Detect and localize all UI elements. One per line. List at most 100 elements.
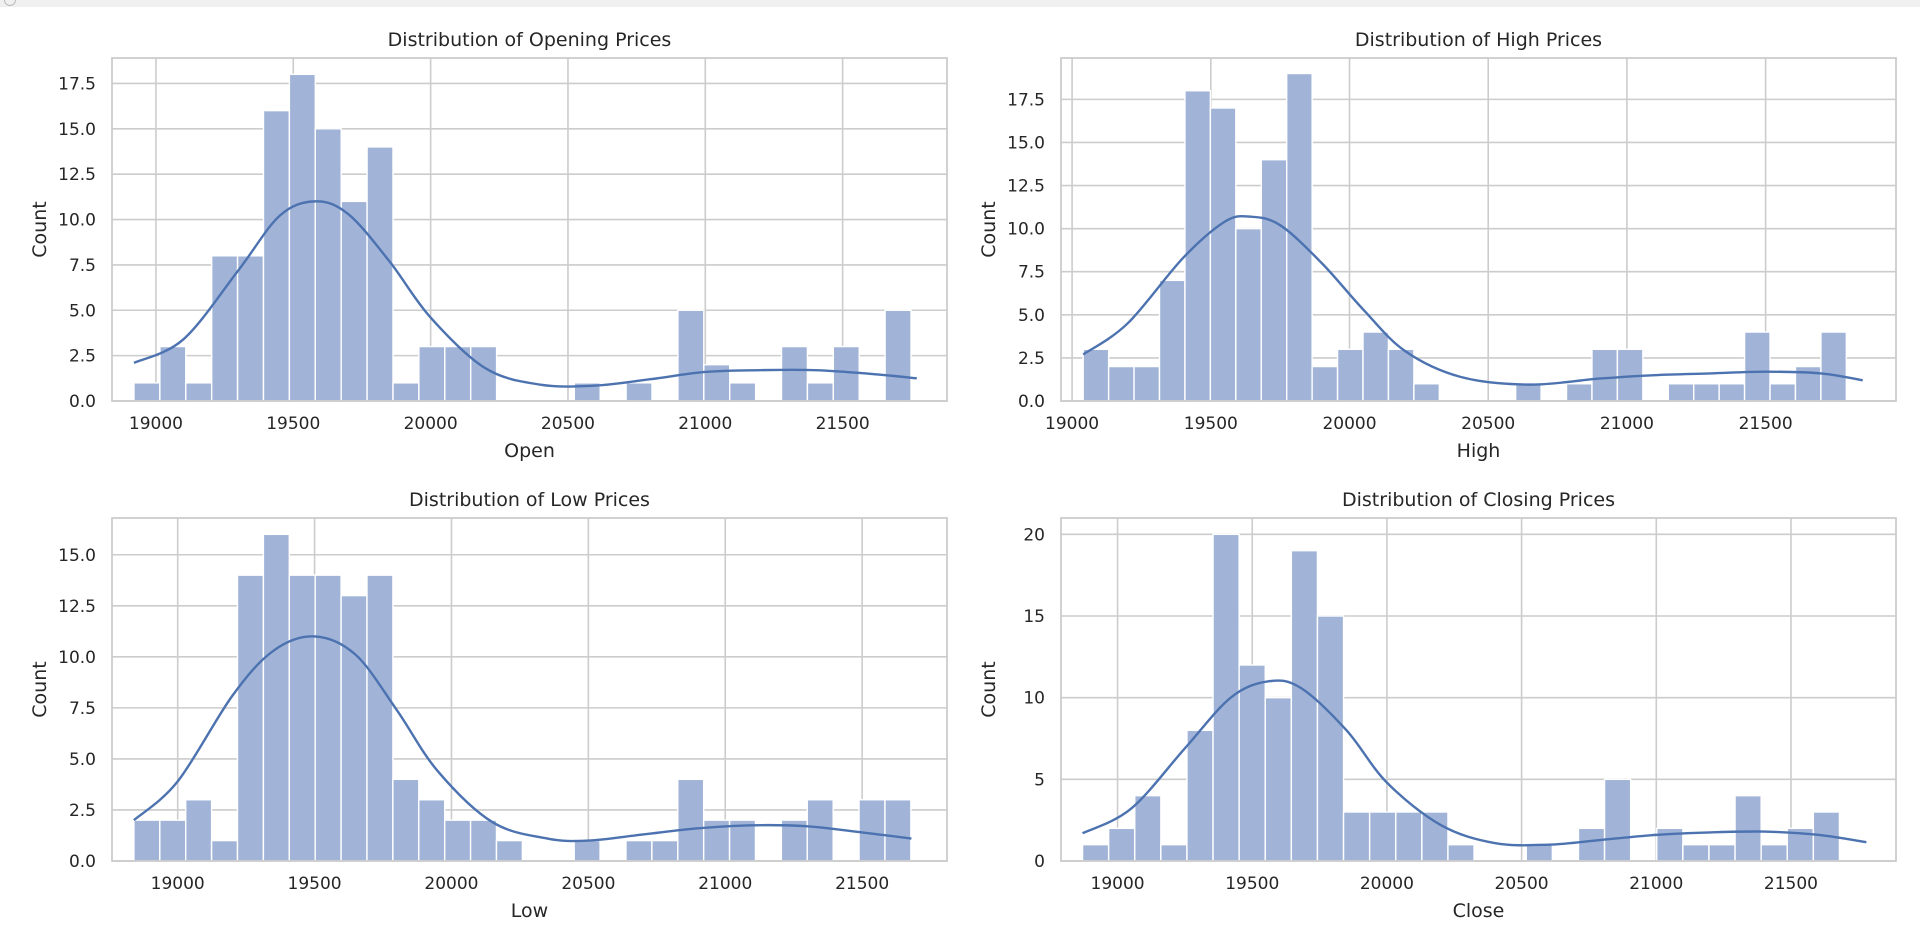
x-tick-label: 20000 bbox=[404, 414, 458, 434]
x-tick-label: 21000 bbox=[678, 414, 732, 434]
y-tick-label: 12.5 bbox=[58, 165, 96, 185]
histogram-bar bbox=[1682, 843, 1710, 862]
histogram-bar bbox=[133, 382, 161, 402]
histogram-bar bbox=[1708, 843, 1736, 862]
histogram-bar bbox=[1311, 365, 1339, 402]
histogram-bar bbox=[729, 382, 757, 402]
kde-line bbox=[1082, 679, 1867, 847]
x-tick-label: 19000 bbox=[129, 414, 183, 434]
histogram-bar bbox=[1718, 383, 1746, 402]
x-tick-label: 21500 bbox=[816, 414, 870, 434]
histogram-bar bbox=[1514, 383, 1542, 402]
histogram-bar bbox=[1395, 811, 1423, 862]
histogram-bar bbox=[288, 574, 316, 862]
histogram-bar bbox=[1743, 331, 1771, 402]
histogram-bar bbox=[1082, 348, 1110, 402]
y-tick-label: 7.5 bbox=[69, 699, 96, 719]
x-tick-label: 20000 bbox=[1360, 874, 1414, 894]
x-axis-label: Open bbox=[504, 440, 555, 462]
y-tick-label: 15.0 bbox=[58, 546, 96, 566]
y-tick-label: 7.5 bbox=[1018, 263, 1045, 283]
histogram-bar bbox=[1290, 549, 1319, 862]
histogram-bar bbox=[262, 109, 291, 402]
histogram-bar bbox=[469, 345, 498, 402]
x-tick-label: 20000 bbox=[424, 874, 478, 894]
histogram-bar bbox=[288, 73, 316, 402]
histogram-bar bbox=[340, 594, 368, 862]
histogram-bar bbox=[1238, 664, 1266, 862]
histogram-bar bbox=[340, 200, 368, 402]
histogram-bar bbox=[1342, 811, 1371, 862]
histogram-bar bbox=[210, 255, 239, 402]
y-axis-label: Count bbox=[29, 661, 51, 717]
histogram-bar bbox=[314, 128, 342, 402]
y-tick-label: 17.5 bbox=[58, 74, 96, 94]
histogram-bar bbox=[1421, 811, 1449, 862]
histogram-bar bbox=[1134, 794, 1162, 862]
histogram-bar bbox=[392, 778, 420, 862]
histogram-bar bbox=[806, 382, 835, 402]
histogram-bar bbox=[159, 819, 187, 862]
y-tick-label: 5.0 bbox=[1018, 306, 1045, 326]
y-tick-label: 12.5 bbox=[1007, 177, 1045, 197]
x-tick-label: 19500 bbox=[1225, 874, 1279, 894]
histogram-bar bbox=[262, 533, 290, 862]
histogram-bar bbox=[884, 309, 912, 402]
x-axis-label: Close bbox=[1453, 900, 1505, 922]
histogram-bar bbox=[1591, 348, 1619, 402]
histogram-bar bbox=[418, 345, 446, 402]
histogram-bar bbox=[1820, 331, 1848, 402]
x-tick-label: 20000 bbox=[1322, 414, 1376, 434]
y-tick-label: 2.5 bbox=[69, 347, 96, 367]
kde-line bbox=[1082, 214, 1863, 386]
x-tick-label: 19500 bbox=[288, 874, 342, 894]
kde-line bbox=[133, 200, 917, 388]
histogram-bar bbox=[728, 819, 757, 862]
histogram-bar bbox=[884, 799, 912, 862]
histogram-bar bbox=[651, 839, 679, 862]
y-tick-label: 2.5 bbox=[69, 801, 96, 821]
x-tick-label: 21000 bbox=[1629, 874, 1683, 894]
histogram-bar bbox=[677, 778, 705, 862]
plot-frame bbox=[1060, 517, 1897, 862]
histogram-bar bbox=[1184, 90, 1212, 402]
histogram-bar bbox=[1667, 383, 1695, 402]
x-axis-label: Low bbox=[511, 900, 548, 922]
y-tick-label: 5 bbox=[1034, 770, 1045, 790]
plot-frame bbox=[111, 57, 948, 402]
histogram-bar bbox=[1447, 843, 1475, 862]
histogram-bar bbox=[1209, 107, 1237, 402]
histogram-bar bbox=[1603, 778, 1632, 862]
histogram-bar bbox=[1285, 72, 1313, 402]
y-tick-label: 15.0 bbox=[58, 120, 96, 140]
histogram-bar bbox=[1186, 729, 1214, 862]
histogram-bar bbox=[1160, 843, 1188, 862]
histogram-bar bbox=[1362, 331, 1390, 402]
histogram-bar bbox=[210, 839, 239, 862]
y-tick-label: 17.5 bbox=[1007, 90, 1045, 110]
histogram-bar bbox=[185, 382, 213, 402]
histogram-bar bbox=[1387, 348, 1415, 402]
histogram-bar bbox=[184, 799, 213, 862]
histogram-bar bbox=[780, 345, 809, 402]
histogram-bar bbox=[1107, 827, 1136, 862]
y-axis-label: Count bbox=[29, 201, 51, 257]
histogram-bar bbox=[469, 819, 498, 862]
histogram-bar bbox=[1368, 811, 1397, 862]
chart-title: Distribution of Closing Prices bbox=[1342, 489, 1615, 511]
x-tick-label: 20500 bbox=[1461, 414, 1515, 434]
y-tick-label: 10.0 bbox=[1007, 220, 1045, 240]
x-tick-label: 20500 bbox=[561, 874, 615, 894]
kde-line bbox=[133, 635, 912, 843]
histogram-bar bbox=[133, 819, 161, 862]
histogram-bar bbox=[1235, 227, 1262, 402]
y-tick-label: 0.0 bbox=[69, 852, 96, 872]
high-prices-panel: 19000 19500 20000 20500 21000 21500 0.0 2.5 5.0 7… bbox=[978, 29, 1897, 462]
y-tick-label: 5.0 bbox=[69, 301, 96, 321]
y-tick-label: 20 bbox=[1023, 525, 1045, 545]
histogram-bar bbox=[1693, 383, 1720, 402]
y-axis-label: Count bbox=[978, 201, 1000, 257]
x-tick-label: 19000 bbox=[1091, 874, 1145, 894]
histogram-bar bbox=[806, 799, 834, 862]
